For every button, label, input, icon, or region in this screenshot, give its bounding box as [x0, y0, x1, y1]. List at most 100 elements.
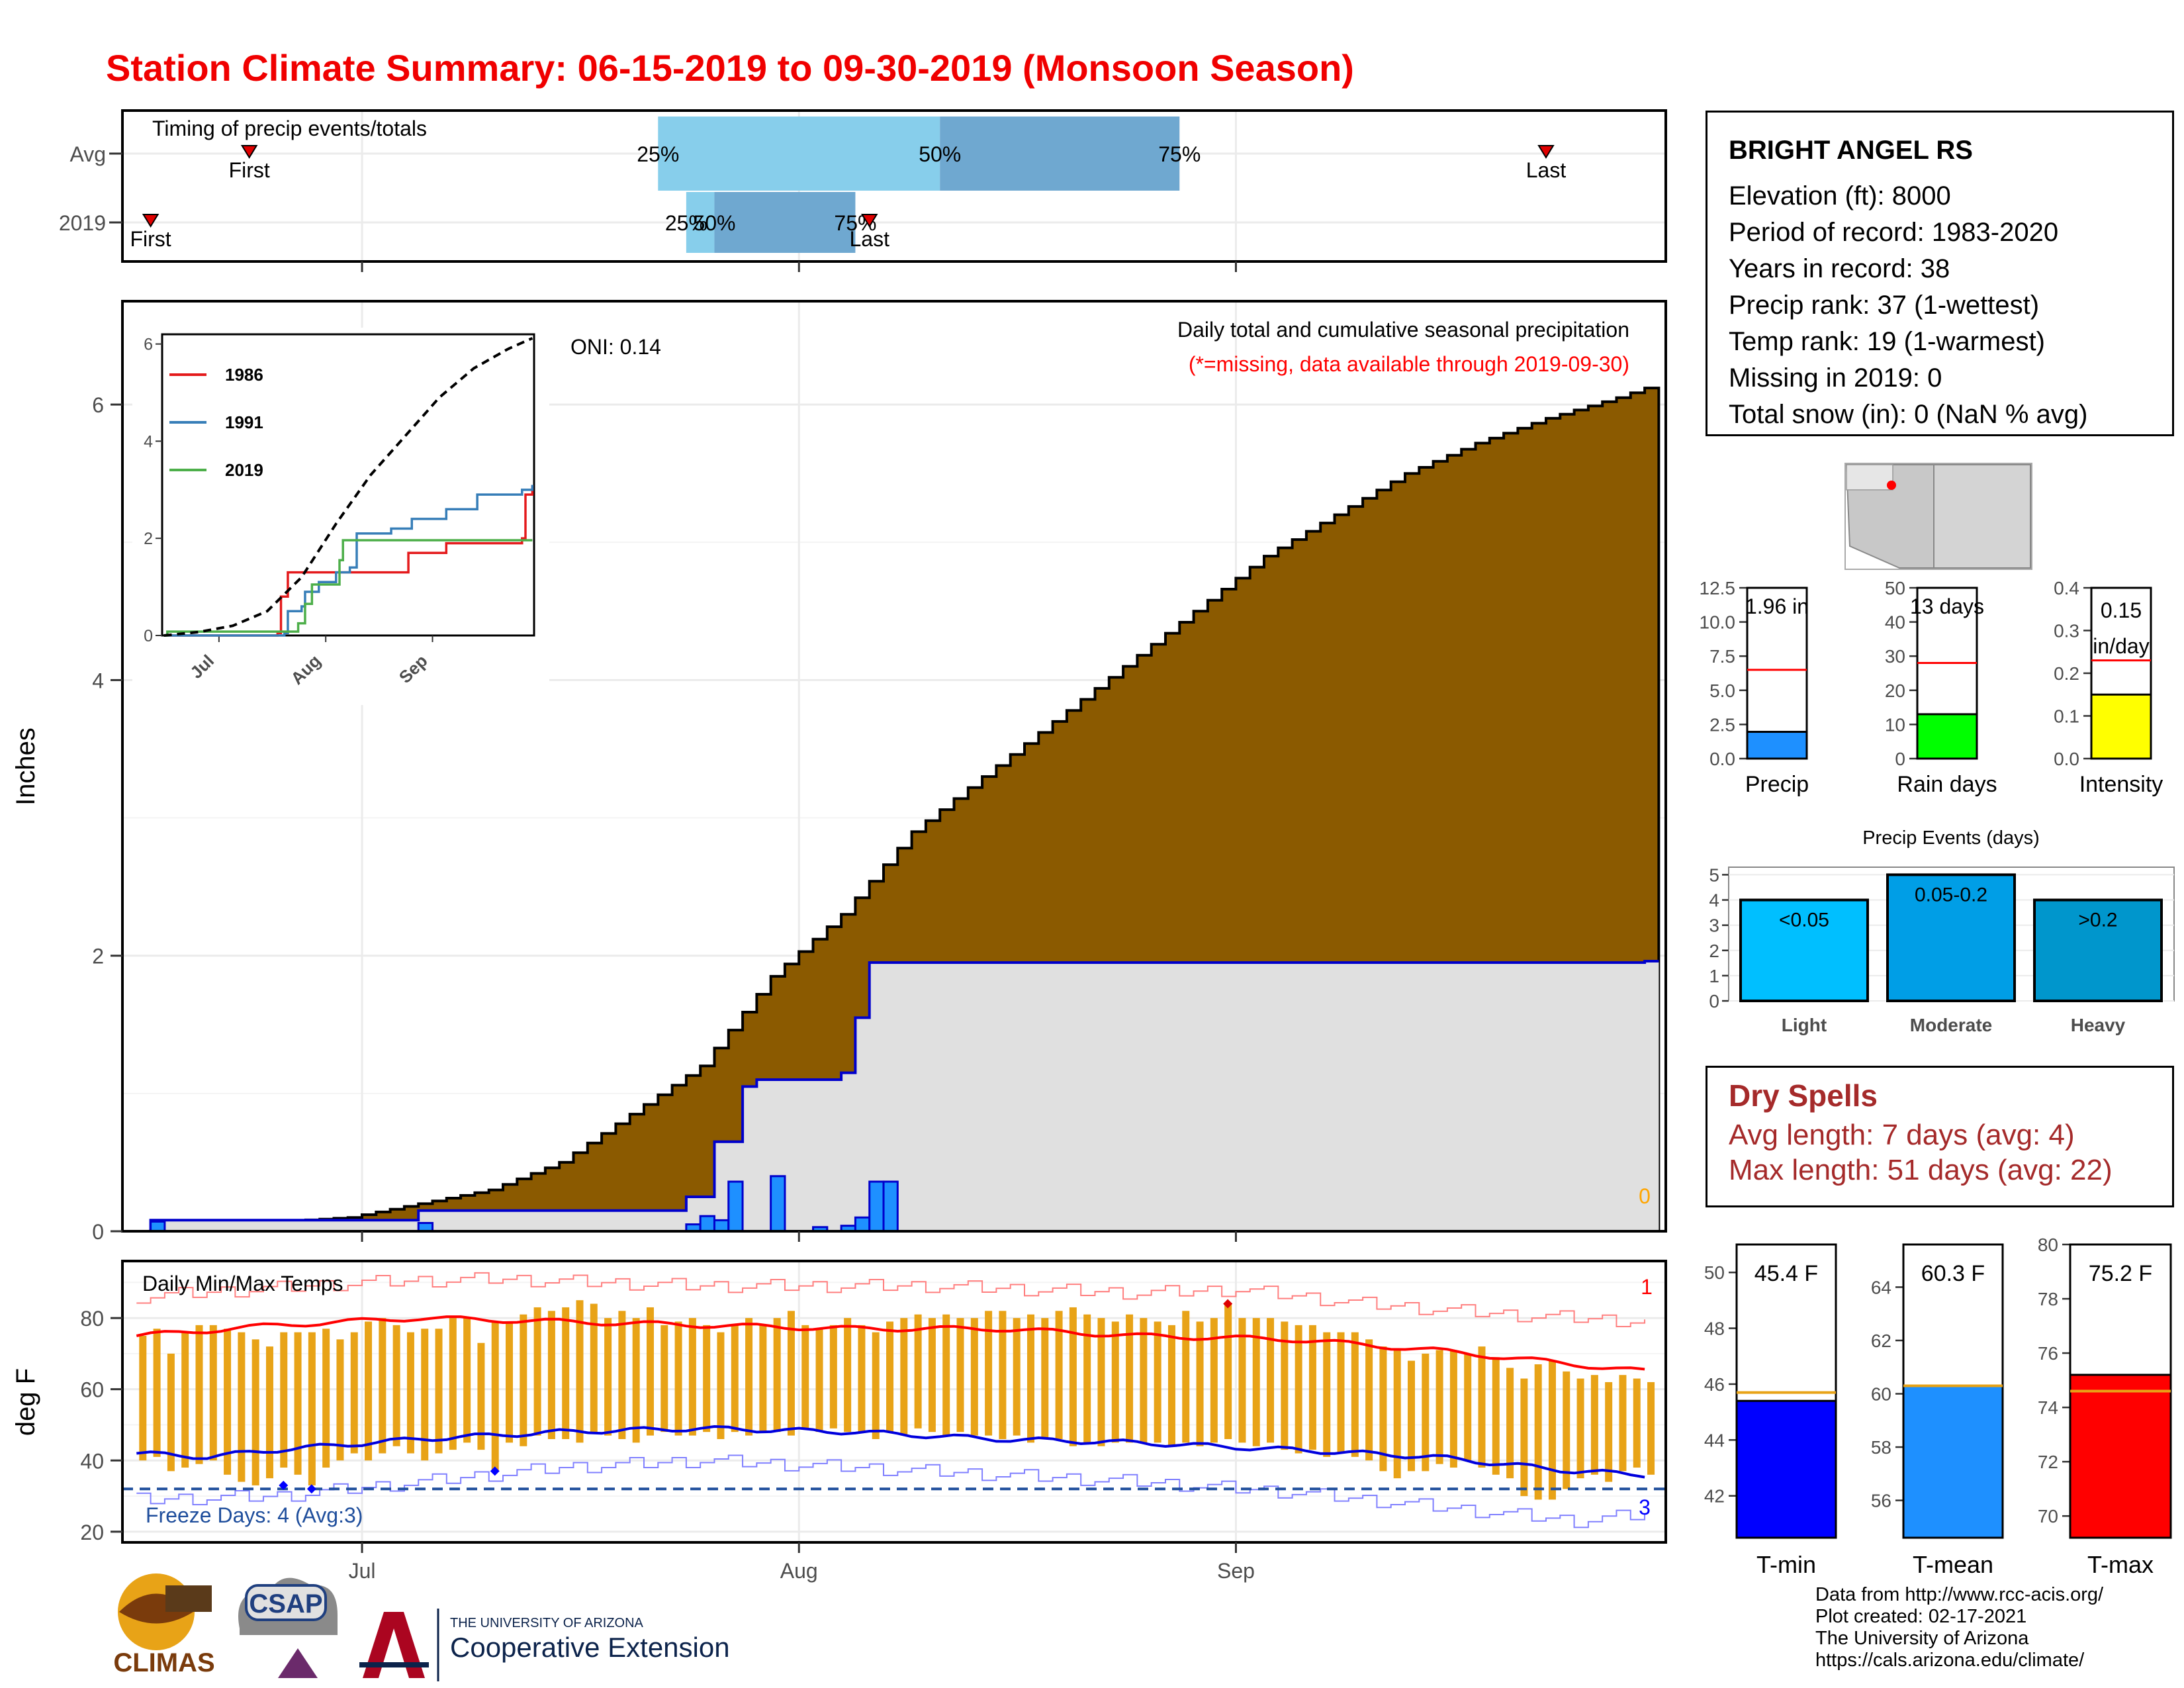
- mini-bar-y-tick-label: 10: [1885, 714, 1905, 735]
- daily-temp-bar: [139, 1335, 147, 1461]
- event-bar-label: <0.05: [1779, 910, 1829, 931]
- timing-event-label: Last: [849, 227, 889, 251]
- daily-temp-bar: [1576, 1378, 1584, 1479]
- daily-temp-bar: [251, 1339, 259, 1485]
- events-y-tick-label: 0: [1709, 991, 1719, 1011]
- daily-temp-bar: [942, 1314, 950, 1436]
- daily-precip-bar: [882, 1180, 899, 1233]
- mini-bar-y-tick-label: 0.0: [1709, 749, 1735, 769]
- mini-bar-value-label: 13 days: [1910, 594, 1984, 618]
- mini-bar-value-label: 1.96 in: [1745, 594, 1809, 618]
- temp-y-tick-label: 80: [80, 1307, 104, 1331]
- daily-temp-bar: [900, 1318, 908, 1436]
- daily-temp-bar: [1238, 1318, 1246, 1443]
- mini-bar-category-label: Precip: [1745, 772, 1809, 797]
- daily-temp-bar: [1478, 1346, 1486, 1468]
- daily-temp-bar: [1069, 1307, 1077, 1446]
- ua-logo-large-text: Cooperative Extension: [450, 1632, 730, 1663]
- daily-precip-bar: [699, 1215, 715, 1233]
- temp-bar-y-tick-label: 46: [1704, 1374, 1725, 1395]
- daily-temp-bar: [928, 1318, 936, 1432]
- mini-bar-y-tick-label: 40: [1885, 612, 1905, 633]
- daily-temp-bar: [1083, 1314, 1091, 1443]
- daily-temp-bar: [773, 1318, 781, 1432]
- daily-temp-bar: [1055, 1311, 1063, 1439]
- timing-q2-bar: [940, 117, 1180, 191]
- event-bar-label: >0.2: [2078, 910, 2117, 931]
- temp-bar-y-tick-label: 70: [2038, 1506, 2058, 1526]
- mini-bar-y-tick-label: 10.0: [1700, 612, 1736, 633]
- page-title: Station Climate Summary: 06-15-2019 to 0…: [106, 47, 1354, 89]
- daily-temp-bar: [1097, 1318, 1105, 1446]
- dry-spells-max: Max length: 51 days (avg: 22): [1729, 1154, 2113, 1186]
- daily-temp-bar: [308, 1332, 316, 1485]
- daily-temp-bar: [1167, 1325, 1175, 1446]
- timing-frame: [121, 109, 1667, 263]
- daily-temp-bar: [886, 1321, 894, 1432]
- daily-temp-bar: [238, 1332, 246, 1482]
- daily-temp-bar: [181, 1332, 189, 1468]
- daily-temp-bar: [1492, 1357, 1500, 1475]
- daily-temp-bar: [731, 1325, 739, 1432]
- mini-bar-y-tick-label: 2.5: [1709, 714, 1735, 735]
- record-high-marker: [1223, 1299, 1233, 1309]
- inset-y-tick-label: 2: [144, 530, 153, 548]
- mini-bars-panel: 0.0 2.5 5.0 7.5 10.0 12.5 1.96 in Precip 0 10 20 30…: [1700, 578, 2163, 797]
- daily-temp-bar: [1154, 1321, 1161, 1443]
- daily-temp-bar: [985, 1311, 993, 1436]
- event-bar: [2033, 898, 2163, 1002]
- precip-y-tick-label: 2: [92, 945, 104, 968]
- daily-temp-bar: [618, 1311, 626, 1439]
- daily-temp-bar: [1393, 1350, 1401, 1479]
- daily-temp-bar: [224, 1329, 232, 1475]
- timing-pct-label: 50%: [693, 211, 735, 235]
- new-mexico-shape: [1933, 464, 2031, 569]
- station-precip-rank: Precip rank: 37 (1-wettest): [1729, 291, 2040, 320]
- daily-temp-bar: [815, 1329, 823, 1432]
- inset-series-line: [163, 539, 533, 637]
- daily-temp-bar: [872, 1332, 880, 1439]
- daily-temp-bar: [195, 1325, 203, 1464]
- mini-bar-y-tick-label: 50: [1885, 578, 1905, 598]
- daily-precip-bar: [868, 1180, 885, 1233]
- precip-y-tick-label: 4: [92, 669, 104, 692]
- daily-temp-bar: [1548, 1360, 1556, 1500]
- events-y-tick-label: 3: [1709, 915, 1719, 936]
- station-period: Period of record: 1983-2020: [1729, 218, 2059, 247]
- precip-y-axis-label: Inches: [11, 727, 40, 806]
- temp-bar-category-label: T-max: [2087, 1551, 2154, 1578]
- logos-panel: CLIMAS CSAP THE UNIVERSITY OF ARIZONA Coope…: [113, 1573, 730, 1681]
- daily-temp-bar: [1379, 1346, 1387, 1472]
- daily-temp-bar: [1351, 1332, 1359, 1457]
- temp-bar-y-tick-label: 64: [1871, 1277, 1891, 1297]
- inset-series-line: [163, 485, 534, 637]
- footer-data-source: Data from http://www.rcc-acis.org/: [1815, 1584, 2104, 1605]
- footer-credits: Data from http://www.rcc-acis.org/ Plot …: [1815, 1584, 2103, 1671]
- daily-temp-bar: [632, 1318, 640, 1443]
- daily-temp-bar: [1590, 1375, 1598, 1475]
- inset-frame: [161, 333, 535, 637]
- daily-temp-bar: [829, 1325, 837, 1429]
- daily-temp-bar: [1013, 1318, 1021, 1436]
- temp-y-tick-label: 20: [80, 1521, 104, 1544]
- daily-temp-bar: [1126, 1314, 1134, 1443]
- timing-event-label: First: [130, 227, 171, 251]
- missing-count: 0: [1639, 1184, 1651, 1208]
- mini-bar-y-tick-label: 20: [1885, 680, 1905, 701]
- timing-q1-bar: [658, 117, 940, 191]
- timing-event-label: First: [229, 158, 270, 182]
- daily-precip-bar: [727, 1180, 744, 1233]
- daily-temp-bar: [1252, 1318, 1260, 1446]
- timing-q2-bar: [714, 192, 856, 253]
- daily-temp-bar: [1408, 1360, 1416, 1472]
- dry-spells-avg: Avg length: 7 days (avg: 4): [1729, 1119, 2075, 1151]
- temp-bar-value-label: 60.3 F: [1921, 1261, 1985, 1286]
- daily-temp-bar: [1140, 1318, 1148, 1443]
- daily-precip-bar: [854, 1216, 871, 1233]
- daily-temp-bar: [1182, 1311, 1190, 1443]
- temp-x-tick-label: Sep: [1217, 1559, 1255, 1583]
- timing-pct-label: 25%: [637, 142, 679, 166]
- temp-bar-y-tick-label: 80: [2038, 1235, 2058, 1255]
- daily-temp-bar: [576, 1300, 584, 1443]
- daily-temp-bar: [787, 1311, 795, 1436]
